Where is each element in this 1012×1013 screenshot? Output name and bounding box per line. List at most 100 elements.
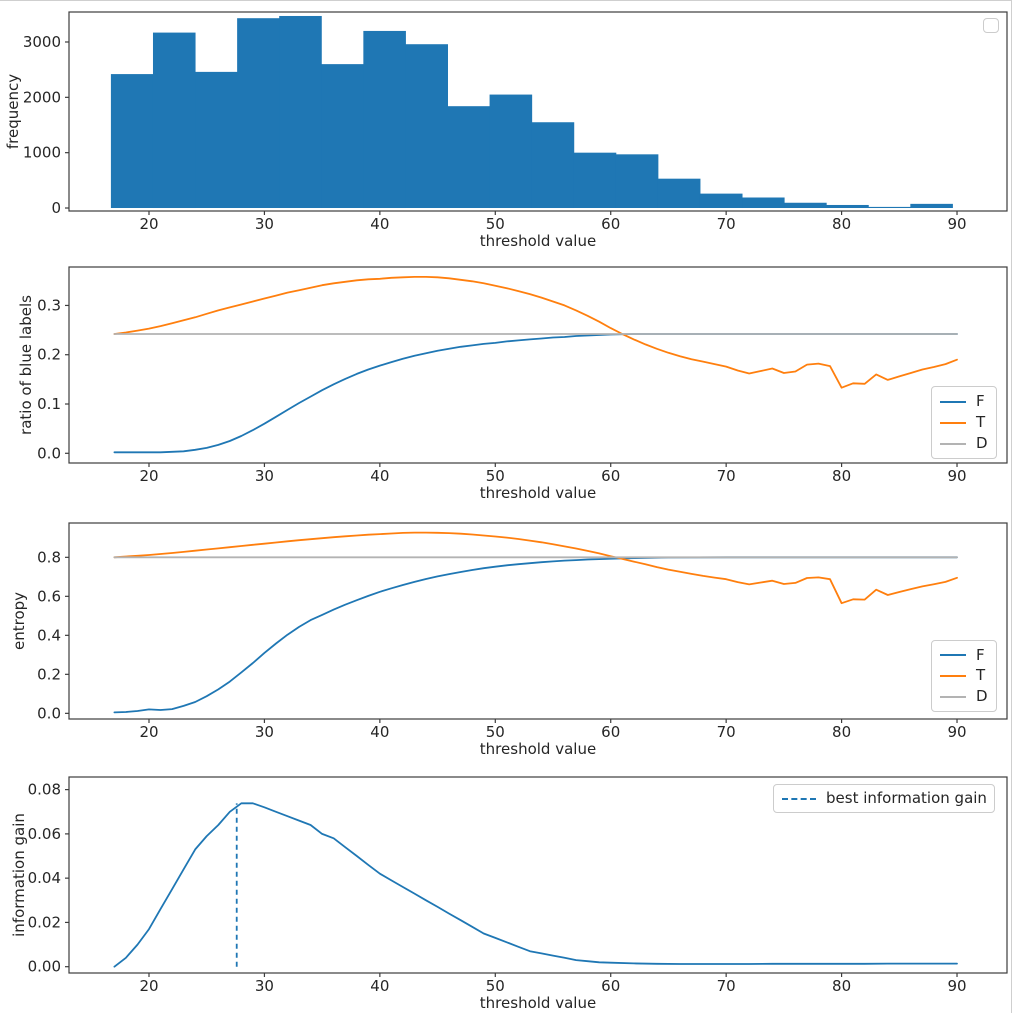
histogram-bar <box>279 15 322 209</box>
histogram-bar <box>363 30 406 209</box>
y-tick-label: 0.0 <box>37 704 61 722</box>
y-axis-label: frequency <box>4 74 22 149</box>
legend-line-sample-D <box>940 442 966 445</box>
series-line-F <box>113 333 958 454</box>
legend-line-sample-D <box>940 695 966 698</box>
x-tick-label: 80 <box>832 723 851 741</box>
legend-line-sample-F <box>940 400 966 403</box>
histogram-bar <box>237 18 280 209</box>
x-tick-label: 60 <box>601 215 620 233</box>
histogram-bar <box>489 94 533 209</box>
histogram-bar <box>826 204 869 209</box>
x-tick-label: 80 <box>832 977 851 995</box>
histogram-bar <box>868 206 911 209</box>
legend-label: T <box>976 666 986 685</box>
axes-frame <box>68 11 1008 212</box>
x-tick-label: 90 <box>947 723 966 741</box>
axes-frame <box>68 776 1008 974</box>
y-tick-label: 0.0 <box>37 444 61 462</box>
x-tick-label: 80 <box>832 467 851 485</box>
histogram-bar <box>742 197 785 209</box>
x-tick-label: 50 <box>486 215 505 233</box>
histogram-bar <box>531 122 575 209</box>
y-tick-label: 0.4 <box>37 626 61 644</box>
histogram-bar <box>152 32 196 209</box>
x-axis-label: threshold value <box>480 994 596 1012</box>
y-axis-label: information gain <box>10 813 28 937</box>
y-tick-label: 0.8 <box>37 548 61 566</box>
x-tick-label: 50 <box>486 977 505 995</box>
x-tick-label: 20 <box>139 723 158 741</box>
x-tick-label: 30 <box>255 215 274 233</box>
x-tick-label: 20 <box>139 215 158 233</box>
x-tick-label: 50 <box>486 723 505 741</box>
series-line-F <box>113 556 958 714</box>
legend-label: T <box>976 413 986 431</box>
histogram-bar <box>657 178 701 209</box>
x-tick-label: 40 <box>370 977 389 995</box>
y-tick-label: 2000 <box>23 88 61 106</box>
histogram-bar <box>321 64 364 209</box>
x-tick-label: 30 <box>255 977 274 995</box>
y-tick-label: 1000 <box>23 144 61 162</box>
histogram-bar <box>784 202 827 209</box>
x-tick-label: 70 <box>717 977 736 995</box>
x-tick-label: 60 <box>601 977 620 995</box>
y-tick-label: 0.1 <box>37 395 61 413</box>
y-tick-label: 0 <box>51 199 61 217</box>
legend-entry: best information gain <box>782 789 987 807</box>
y-tick-label: 0.04 <box>28 869 61 887</box>
legend-line-sample-T <box>940 421 966 424</box>
legend-entry: D <box>940 689 988 704</box>
y-tick-label: 0.3 <box>37 296 61 314</box>
histogram-bar <box>195 71 238 209</box>
x-tick-label: 50 <box>486 467 505 485</box>
legend-line-sample-F <box>940 654 966 657</box>
x-tick-label: 40 <box>370 723 389 741</box>
subplot-information-gain: 20 30 40 50 60 70 80 90 0.00 0.02 0.04 0.06 0.08 thre… <box>10 776 1008 1012</box>
best-gain-legend: best information gain <box>773 784 995 813</box>
histogram-bar <box>110 74 154 209</box>
x-tick-label: 90 <box>947 467 966 485</box>
subplot-entropy: 20 30 40 50 60 70 80 90 0.0 0.2 0.4 0.6 0.8 threshold… <box>10 522 1008 758</box>
x-tick-label: 40 <box>370 215 389 233</box>
entropy-legend: F T D <box>931 640 997 712</box>
legend-label: best information gain <box>826 789 987 807</box>
legend-label: D <box>976 434 988 452</box>
histogram-bar <box>910 203 953 209</box>
series-line-T <box>113 275 958 389</box>
y-tick-label: 0.2 <box>37 346 61 364</box>
x-tick-label: 30 <box>255 467 274 485</box>
axes-frame <box>68 266 1008 464</box>
y-tick-label: 3000 <box>23 33 61 51</box>
legend-entry: F <box>940 394 988 409</box>
histogram-bar <box>405 44 448 209</box>
legend-line-sample-T <box>940 674 966 677</box>
series-line-information-gain <box>113 802 958 968</box>
y-axis-label: ratio of blue labels <box>17 295 35 435</box>
y-tick-label: 0.6 <box>37 587 61 605</box>
legend-label: F <box>976 645 985 664</box>
x-tick-label: 70 <box>717 467 736 485</box>
x-tick-label: 30 <box>255 723 274 741</box>
histogram-bar <box>615 154 659 209</box>
x-tick-label: 20 <box>139 977 158 995</box>
ratio-legend: F T D <box>931 386 997 459</box>
legend-entry: T <box>940 415 988 430</box>
y-tick-label: 0.2 <box>37 665 61 683</box>
legend-entry: F <box>940 645 988 664</box>
legend-label: D <box>976 687 988 706</box>
x-axis-label: threshold value <box>480 232 596 250</box>
y-tick-label: 0.08 <box>28 781 61 799</box>
x-tick-label: 40 <box>370 467 389 485</box>
x-tick-label: 70 <box>717 723 736 741</box>
y-axis-label: entropy <box>10 592 28 650</box>
x-tick-label: 90 <box>947 215 966 233</box>
x-tick-label: 90 <box>947 977 966 995</box>
x-tick-label: 60 <box>601 467 620 485</box>
histogram-bar <box>447 106 491 209</box>
x-tick-label: 20 <box>139 467 158 485</box>
histogram-empty-legend <box>983 18 999 33</box>
